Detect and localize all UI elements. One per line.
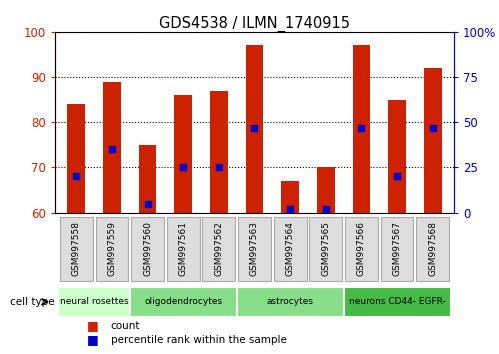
Point bbox=[250, 125, 258, 131]
Bar bbox=[317, 167, 335, 213]
Point bbox=[322, 206, 330, 212]
FancyBboxPatch shape bbox=[203, 217, 235, 281]
Text: GSM997559: GSM997559 bbox=[107, 221, 116, 276]
Text: GSM997567: GSM997567 bbox=[393, 221, 402, 276]
FancyBboxPatch shape bbox=[238, 217, 271, 281]
Text: GSM997563: GSM997563 bbox=[250, 221, 259, 276]
Text: neurons CD44- EGFR-: neurons CD44- EGFR- bbox=[349, 297, 446, 306]
Bar bbox=[352, 45, 370, 213]
Bar bbox=[281, 181, 299, 213]
Point bbox=[72, 174, 80, 179]
FancyBboxPatch shape bbox=[309, 217, 342, 281]
Text: ■: ■ bbox=[87, 319, 99, 332]
Bar bbox=[103, 81, 121, 213]
Text: GSM997568: GSM997568 bbox=[428, 221, 437, 276]
Text: neural rosettes: neural rosettes bbox=[60, 297, 128, 306]
Text: GSM997566: GSM997566 bbox=[357, 221, 366, 276]
FancyBboxPatch shape bbox=[131, 217, 164, 281]
Text: GSM997564: GSM997564 bbox=[285, 221, 294, 276]
Text: count: count bbox=[111, 321, 140, 331]
Text: GSM997561: GSM997561 bbox=[179, 221, 188, 276]
Text: astrocytes: astrocytes bbox=[266, 297, 314, 306]
Bar bbox=[424, 68, 442, 213]
Bar bbox=[67, 104, 85, 213]
FancyBboxPatch shape bbox=[95, 217, 128, 281]
Text: GSM997562: GSM997562 bbox=[215, 221, 224, 276]
Text: GSM997565: GSM997565 bbox=[321, 221, 330, 276]
Point bbox=[429, 125, 437, 131]
FancyBboxPatch shape bbox=[381, 217, 414, 281]
Point bbox=[144, 201, 152, 206]
FancyBboxPatch shape bbox=[60, 217, 93, 281]
FancyBboxPatch shape bbox=[345, 217, 378, 281]
Bar bbox=[210, 91, 228, 213]
Title: GDS4538 / ILMN_1740915: GDS4538 / ILMN_1740915 bbox=[159, 16, 350, 32]
Point bbox=[357, 125, 365, 131]
Text: ■: ■ bbox=[87, 333, 99, 346]
Bar bbox=[174, 95, 192, 213]
Text: GSM997558: GSM997558 bbox=[72, 221, 81, 276]
Text: cell type: cell type bbox=[10, 297, 55, 307]
Point bbox=[179, 165, 187, 170]
Point bbox=[108, 147, 116, 152]
Bar bbox=[388, 99, 406, 213]
FancyBboxPatch shape bbox=[274, 217, 306, 281]
Bar bbox=[246, 45, 263, 213]
Text: percentile rank within the sample: percentile rank within the sample bbox=[111, 335, 286, 345]
FancyBboxPatch shape bbox=[130, 287, 237, 317]
FancyBboxPatch shape bbox=[416, 217, 449, 281]
Point bbox=[393, 174, 401, 179]
Point bbox=[286, 206, 294, 212]
Text: oligodendrocytes: oligodendrocytes bbox=[144, 297, 222, 306]
FancyBboxPatch shape bbox=[58, 287, 130, 317]
FancyBboxPatch shape bbox=[237, 287, 344, 317]
Point bbox=[215, 165, 223, 170]
Text: GSM997560: GSM997560 bbox=[143, 221, 152, 276]
Bar bbox=[139, 145, 157, 213]
FancyBboxPatch shape bbox=[167, 217, 200, 281]
FancyBboxPatch shape bbox=[344, 287, 451, 317]
